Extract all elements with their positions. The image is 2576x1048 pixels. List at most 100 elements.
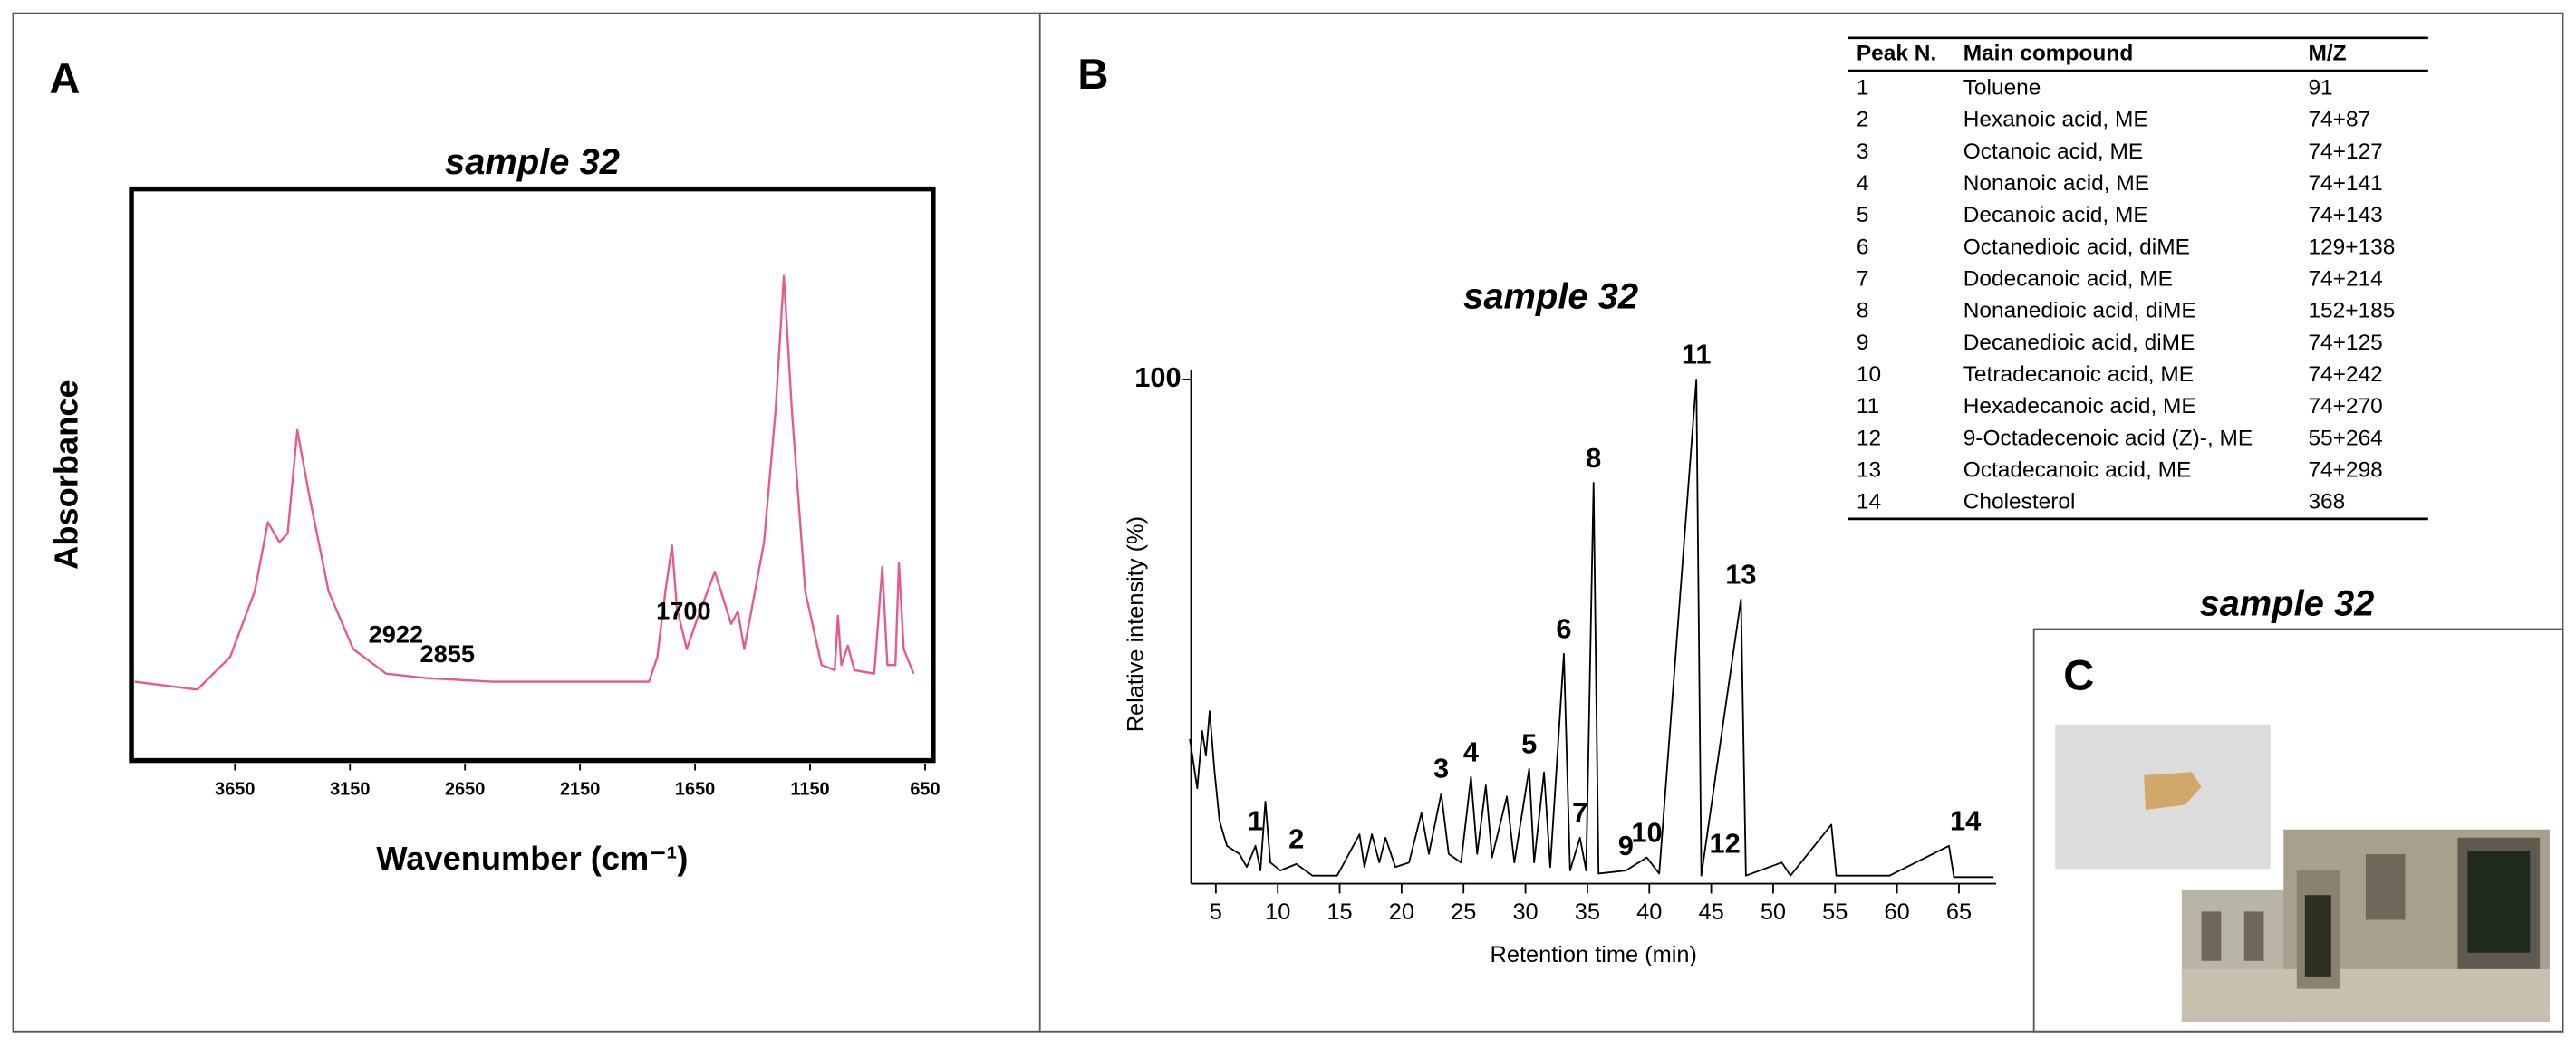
x-axis-title: Wavenumber (cm⁻¹) [376,840,688,877]
peak-label: 14 [1950,805,1981,837]
table-header: Main compound [1963,41,2134,65]
table-cell: Dodecanoic acid, ME [1963,267,2173,292]
table-cell: 368 [2308,490,2345,514]
peak-label: 5 [1521,727,1537,759]
table-cell: Toluene [1963,75,2041,100]
table-cell: 91 [2308,75,2332,100]
peak-label: 9 [1618,830,1634,861]
table-cell: 9 [1857,331,1869,355]
x-tick-label: 3150 [330,779,370,799]
table-cell: Cholesterol [1963,490,2076,514]
series-line [1189,379,1994,879]
peak-label: 6 [1556,613,1571,645]
table-cell: Nonanoic acid, ME [1963,171,2149,196]
peak-label: 2 [1288,823,1304,855]
table-cell: Decanoic acid, ME [1963,203,2148,227]
x-tick-label: 40 [1636,899,1662,925]
table-header: Peak N. [1857,41,1936,65]
table-cell: Octanedioic acid, diME [1963,235,2190,259]
table-cell: 74+125 [2308,331,2382,355]
figure-border [12,12,2564,1033]
x-tick-label: 2150 [560,779,600,799]
table-cell: Octadecanoic acid, ME [1963,458,2192,483]
x-tick-label: 15 [1327,899,1352,925]
table-cell: 12 [1857,426,1881,450]
x-tick-label: 10 [1265,899,1290,925]
table-cell: 10 [1857,362,1881,387]
table-cell: Hexanoic acid, ME [1963,108,2148,132]
x-tick-label: 25 [1451,899,1476,925]
table-cell: 74+127 [2308,139,2382,164]
x-tick-label: 65 [1946,899,1972,925]
table-cell: 74+141 [2308,171,2382,196]
table-cell: 8 [1857,299,1869,323]
building-photo [2181,829,2550,1022]
series-line [134,274,915,691]
peak-label: 7 [1572,797,1587,829]
table-cell: Hexadecanoic acid, ME [1963,394,2196,418]
chart-title: sample 32 [445,142,620,182]
x-tick-label: 1650 [675,779,715,799]
table-cell: 55+264 [2308,426,2382,450]
table-cell: 7 [1857,267,1869,292]
table-cell: 74+214 [2308,267,2382,292]
table-cell: 9-Octadecenoic acid (Z)-, ME [1963,426,2253,450]
x-tick-label: 3650 [215,779,255,799]
peak-label: 11 [1682,339,1712,370]
table-cell: 1 [1857,75,1869,100]
annotation: 2922 [369,620,423,648]
y-tick-label: 100 [1134,361,1181,393]
annotation: 2855 [420,639,475,668]
x-tick-label: 650 [910,779,940,799]
x-axis-title: Retention time (min) [1491,942,1697,967]
x-tick-label: 35 [1575,899,1600,925]
annotation: 1700 [656,597,710,625]
table-cell: 74+270 [2308,394,2382,418]
table-cell: 152+185 [2308,299,2395,323]
peak-label: 8 [1586,442,1601,474]
table-cell: Tetradecanoic acid, ME [1963,362,2194,387]
y-axis-title: Absorbance [48,380,85,569]
x-tick-label: 50 [1761,899,1786,925]
table-cell: 4 [1857,171,1869,196]
y-axis-title: Relative intensity (%) [1123,516,1148,732]
table-cell: 11 [1857,394,1879,418]
table-cell: 74+298 [2308,458,2382,483]
panel-c-border [2032,628,2564,1033]
x-tick-label: 30 [1512,899,1538,925]
table-cell: Octanoic acid, ME [1963,139,2144,164]
table-header: M/Z [2308,41,2346,65]
table-cell: Nonanedioic acid, diME [1963,299,2196,323]
x-tick-label: 5 [1210,899,1222,925]
peak-label: 12 [1709,828,1740,860]
peak-label: 10 [1631,816,1662,848]
chart-title: sample 32 [1463,277,1638,317]
x-tick-label: 45 [1698,899,1723,925]
table-cell: 74+87 [2308,108,2370,132]
table-cell: 74+143 [2308,203,2382,227]
x-tick-label: 1150 [790,779,829,799]
plot-frame [129,186,936,764]
table-cell: 129+138 [2308,235,2395,259]
table-cell: 3 [1857,139,1869,164]
table-cell: 13 [1857,458,1881,483]
x-tick-label: 20 [1389,899,1414,925]
panel-label: B [1077,50,1108,98]
peak-label: 4 [1463,736,1479,767]
table-cell: 14 [1857,490,1881,514]
table-cell: 5 [1857,203,1869,227]
peak-label: 3 [1433,753,1449,784]
sample-photo [2055,724,2271,870]
x-tick-label: 2650 [445,779,485,799]
panel-label: A [49,54,80,102]
panel-title: sample 32 [2199,584,2374,624]
peak-label: 13 [1725,558,1756,590]
peak-label: 1 [1248,805,1263,837]
table-cell: 6 [1857,235,1869,259]
x-tick-label: 60 [1884,899,1909,925]
table-cell: 2 [1857,108,1869,132]
table-cell: 74+242 [2308,362,2382,387]
panel-label: C [2063,650,2094,698]
